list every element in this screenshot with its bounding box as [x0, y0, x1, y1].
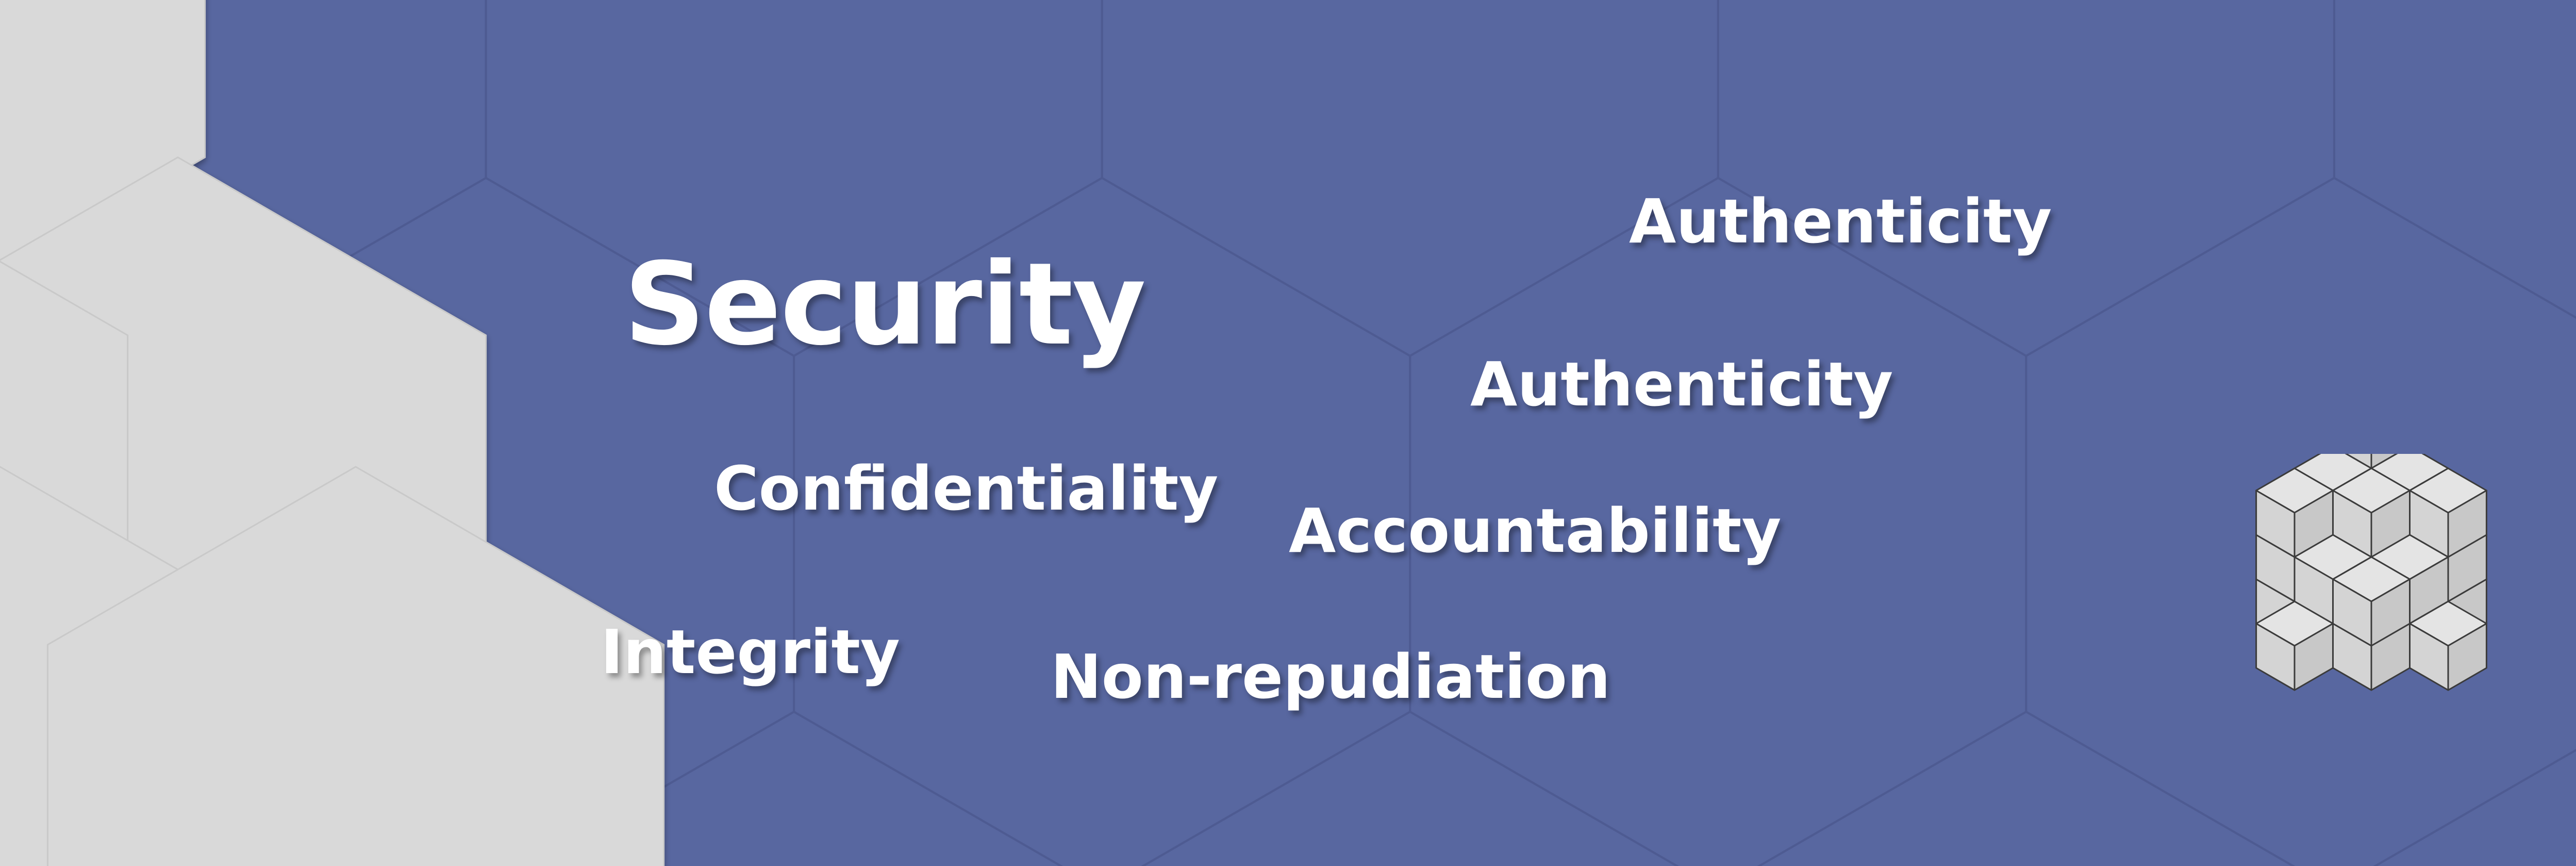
grey-hexagon — [46, 466, 665, 866]
integrity-label: Integrity — [601, 616, 900, 688]
accountability-label: Accountability — [1289, 495, 1782, 566]
authenticity-label-middle: Authenticity — [1470, 349, 1893, 420]
grey-hexagon — [0, 0, 206, 277]
confidentiality-label: Confidentiality — [714, 453, 1219, 524]
hexagon-outline — [2025, 176, 2576, 866]
cube-face — [2370, 578, 2411, 647]
security-heading: Security — [624, 238, 1146, 370]
cube-face — [2447, 623, 2487, 691]
cube-face — [2294, 623, 2334, 691]
cube-stack-icon — [2255, 454, 2487, 691]
non-repudiation-label: Non-repudiation — [1051, 641, 1610, 712]
authenticity-label-top: Authenticity — [1629, 186, 2052, 257]
grey-hexagons — [0, 0, 665, 866]
